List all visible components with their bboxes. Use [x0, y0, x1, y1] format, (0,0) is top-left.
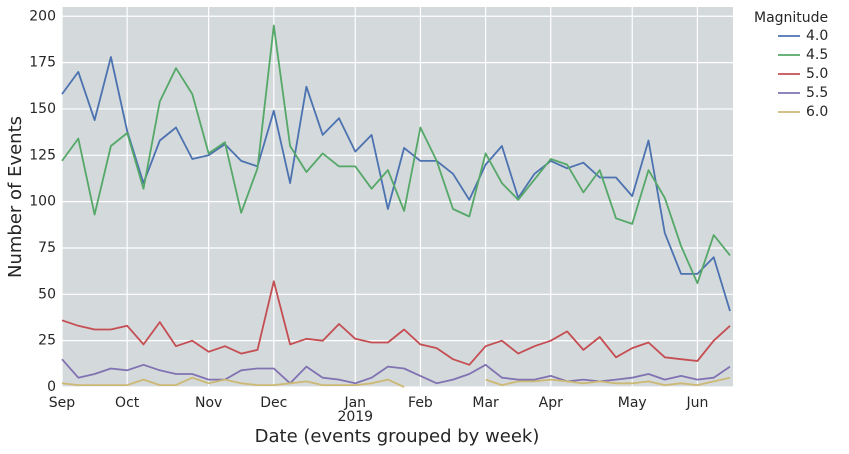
- x-tick-label: Apr: [539, 395, 563, 411]
- x-axis-label: Date (events grouped by week): [255, 426, 540, 447]
- y-tick-label: 175: [29, 55, 56, 71]
- y-tick-label: 150: [29, 101, 56, 117]
- series-line: [61, 280, 731, 366]
- y-tick-label: 125: [29, 147, 56, 163]
- x-tick-label: Jun: [685, 395, 708, 411]
- y-axis-label: Number of Events: [5, 116, 26, 278]
- x-tick-label: Feb: [408, 395, 433, 411]
- x-tick-label: Jan: [343, 395, 366, 411]
- y-tick-label: 75: [38, 240, 56, 256]
- series-line: [61, 24, 731, 285]
- plot-background: [62, 7, 733, 387]
- x-tick-label: Sep: [49, 395, 76, 411]
- series-line: [61, 376, 731, 388]
- y-tick-label: 200: [29, 8, 56, 24]
- x-tick-label: Dec: [260, 395, 287, 411]
- legend-title: Magnitude: [754, 10, 828, 26]
- x-tick-label: May: [618, 395, 647, 411]
- y-tick-label: 100: [29, 194, 56, 210]
- legend-label: 5.0: [806, 66, 828, 82]
- legend-label: 4.0: [806, 28, 828, 44]
- y-tick-label: 50: [38, 286, 56, 302]
- x-year-label: 2019: [337, 409, 373, 425]
- legend-label: 5.5: [806, 85, 828, 101]
- x-tick-label: Nov: [195, 395, 222, 411]
- series-line: [61, 56, 731, 312]
- legend-label: 4.5: [806, 47, 828, 63]
- x-tick-label: Oct: [115, 395, 140, 411]
- y-tick-label: 0: [47, 379, 56, 395]
- y-tick-label: 25: [38, 333, 56, 349]
- series-line: [61, 358, 731, 385]
- x-tick-label: Mar: [472, 395, 499, 411]
- legend-label: 6.0: [806, 104, 828, 120]
